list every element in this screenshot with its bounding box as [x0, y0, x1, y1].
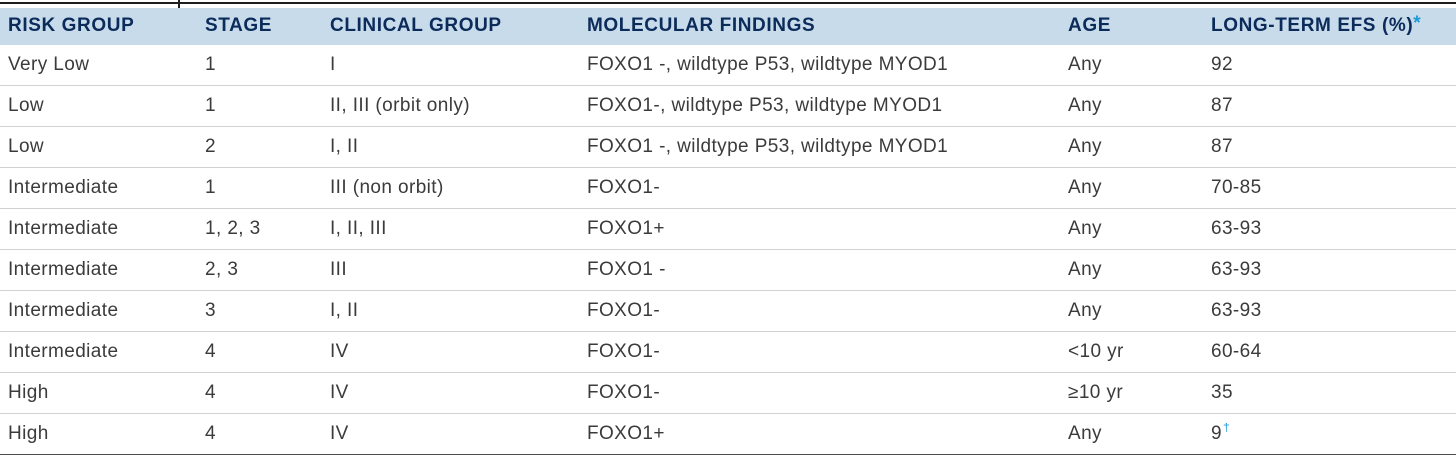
cell-clinical-group: IV [330, 340, 349, 362]
cell-molecular-findings: FOXO1 -, wildtype P53, wildtype MYOD1 [587, 135, 949, 157]
cell-age: Any [1068, 258, 1102, 280]
column-header-age: AGE [1068, 15, 1111, 37]
cell-molecular-findings: FOXO1- [587, 176, 661, 198]
column-header-clinical-group: CLINICAL GROUP [330, 15, 502, 37]
cell-risk-group: Intermediate [8, 176, 119, 198]
table-row: Very Low 1 I FOXO1 -, wildtype P53, wild… [0, 45, 1456, 86]
cell-age: Any [1068, 135, 1102, 157]
column-header-molecular-findings: MOLECULAR FINDINGS [587, 15, 816, 37]
column-header-risk-group: RISK GROUP [8, 15, 135, 37]
column-header-long-term-efs: LONG-TERM EFS (%)* [1203, 15, 1456, 38]
cell-clinical-group: IV [330, 422, 349, 444]
cell-clinical-group: I, II [330, 299, 359, 321]
cell-age: ≥10 yr [1068, 381, 1124, 403]
footnote-asterisk: * [1413, 15, 1422, 35]
cell-risk-group: Intermediate [8, 217, 119, 239]
table-row: High 4 IV FOXO1+ Any 9† [0, 414, 1456, 455]
cell-stage: 1 [205, 176, 216, 198]
cell-stage: 1 [205, 53, 216, 75]
table-row: Low 1 II, III (orbit only) FOXO1-, wildt… [0, 86, 1456, 127]
cell-clinical-group: II, III (orbit only) [330, 94, 470, 116]
cell-molecular-findings: FOXO1- [587, 381, 661, 403]
cell-stage: 4 [205, 381, 216, 403]
cell-risk-group: Intermediate [8, 340, 119, 362]
column-header-label: LONG-TERM EFS (%) [1211, 15, 1414, 37]
table-row: Low 2 I, II FOXO1 -, wildtype P53, wildt… [0, 127, 1456, 168]
table-body: Very Low 1 I FOXO1 -, wildtype P53, wild… [0, 45, 1456, 455]
cell-long-term-efs: 87 [1211, 94, 1233, 116]
cell-risk-group: Intermediate [8, 299, 119, 321]
cell-clinical-group: III [330, 258, 348, 280]
cell-age: Any [1068, 217, 1102, 239]
cell-long-term-efs: 63-93 [1211, 217, 1262, 239]
cell-long-term-efs: 60-64 [1211, 340, 1262, 362]
cell-age: Any [1068, 299, 1102, 321]
cell-stage: 1 [205, 94, 216, 116]
cell-risk-group: Low [8, 135, 45, 157]
cell-clinical-group: IV [330, 381, 349, 403]
cell-risk-group: Intermediate [8, 258, 119, 280]
cell-long-term-efs: 9† [1203, 423, 1456, 446]
cell-risk-group: High [8, 422, 49, 444]
table-row: Intermediate 1 III (non orbit) FOXO1- An… [0, 168, 1456, 209]
cell-risk-group: Very Low [8, 53, 90, 75]
cell-age: <10 yr [1068, 340, 1124, 362]
cell-risk-group: High [8, 381, 49, 403]
cell-long-term-efs: 63-93 [1211, 258, 1262, 280]
table-row: Intermediate 3 I, II FOXO1- Any 63-93 [0, 291, 1456, 332]
cell-stage: 4 [205, 422, 216, 444]
table-row: Intermediate 1, 2, 3 I, II, III FOXO1+ A… [0, 209, 1456, 250]
cell-clinical-group: III (non orbit) [330, 176, 444, 198]
table-row: Intermediate 4 IV FOXO1- <10 yr 60-64 [0, 332, 1456, 373]
cell-molecular-findings: FOXO1+ [587, 422, 665, 444]
cell-long-term-efs: 70-85 [1211, 176, 1262, 198]
cell-molecular-findings: FOXO1 -, wildtype P53, wildtype MYOD1 [587, 53, 949, 75]
table-row: Intermediate 2, 3 III FOXO1 - Any 63-93 [0, 250, 1456, 291]
top-rule [0, 2, 1456, 4]
cell-molecular-findings: FOXO1- [587, 299, 661, 321]
table-header-row: RISK GROUP STAGE CLINICAL GROUP MOLECULA… [0, 8, 1456, 45]
cell-age: Any [1068, 422, 1102, 444]
cell-molecular-findings: FOXO1 - [587, 258, 666, 280]
cell-long-term-efs: 35 [1211, 381, 1233, 403]
cell-clinical-group: I [330, 53, 336, 75]
table-row: High 4 IV FOXO1- ≥10 yr 35 [0, 373, 1456, 414]
cell-molecular-findings: FOXO1+ [587, 217, 665, 239]
cell-age: Any [1068, 53, 1102, 75]
cell-long-term-efs: 87 [1211, 135, 1233, 157]
column-header-stage: STAGE [205, 15, 273, 37]
cell-clinical-group: I, II, III [330, 217, 387, 239]
cell-stage: 2, 3 [205, 258, 239, 280]
data-table: RISK GROUP STAGE CLINICAL GROUP MOLECULA… [0, 8, 1456, 455]
top-rule-tick [178, 0, 180, 8]
efs-value: 9 [1211, 422, 1222, 444]
cell-stage: 1, 2, 3 [205, 217, 261, 239]
cell-stage: 2 [205, 135, 216, 157]
cell-long-term-efs: 63-93 [1211, 299, 1262, 321]
cell-stage: 3 [205, 299, 216, 321]
footnote-dagger: † [1222, 422, 1231, 435]
cell-age: Any [1068, 176, 1102, 198]
cell-clinical-group: I, II [330, 135, 359, 157]
cell-molecular-findings: FOXO1-, wildtype P53, wildtype MYOD1 [587, 94, 943, 116]
cell-age: Any [1068, 94, 1102, 116]
cell-long-term-efs: 92 [1211, 53, 1233, 75]
cell-molecular-findings: FOXO1- [587, 340, 661, 362]
cell-stage: 4 [205, 340, 216, 362]
cell-risk-group: Low [8, 94, 45, 116]
